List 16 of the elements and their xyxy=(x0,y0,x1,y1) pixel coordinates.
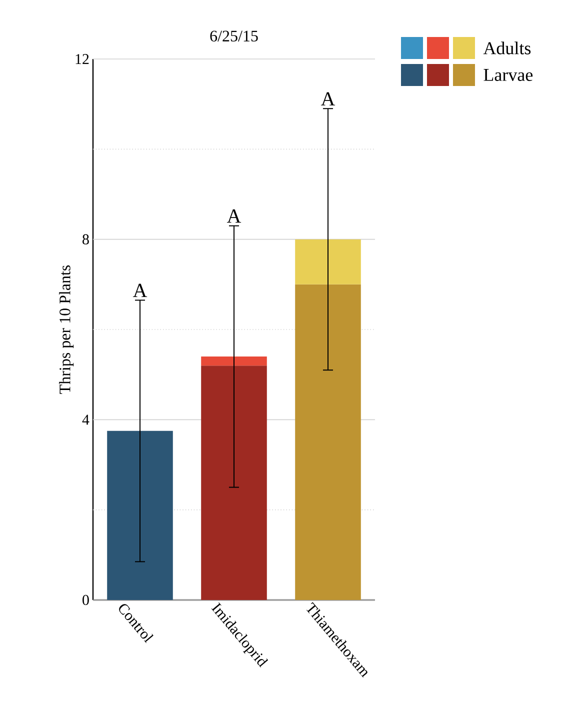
chart-title: 6/25/15 xyxy=(210,30,258,42)
y-tick-label: 8 xyxy=(82,234,89,244)
y-axis-title: Thrips per 10 Plants xyxy=(59,265,74,394)
y-tick-label: 4 xyxy=(82,414,90,425)
legend-label: Adults xyxy=(483,42,531,54)
y-tick-label: 12 xyxy=(76,54,89,64)
annotation: A xyxy=(226,209,242,223)
bar xyxy=(201,366,267,600)
y-tick-label: 0 xyxy=(82,594,89,606)
legend-label: Larvae xyxy=(484,69,533,81)
bar xyxy=(201,356,267,366)
annotation: A xyxy=(320,92,336,106)
bar xyxy=(295,284,361,600)
annotation: A xyxy=(132,284,148,297)
bar xyxy=(107,430,173,600)
bar xyxy=(295,239,361,284)
